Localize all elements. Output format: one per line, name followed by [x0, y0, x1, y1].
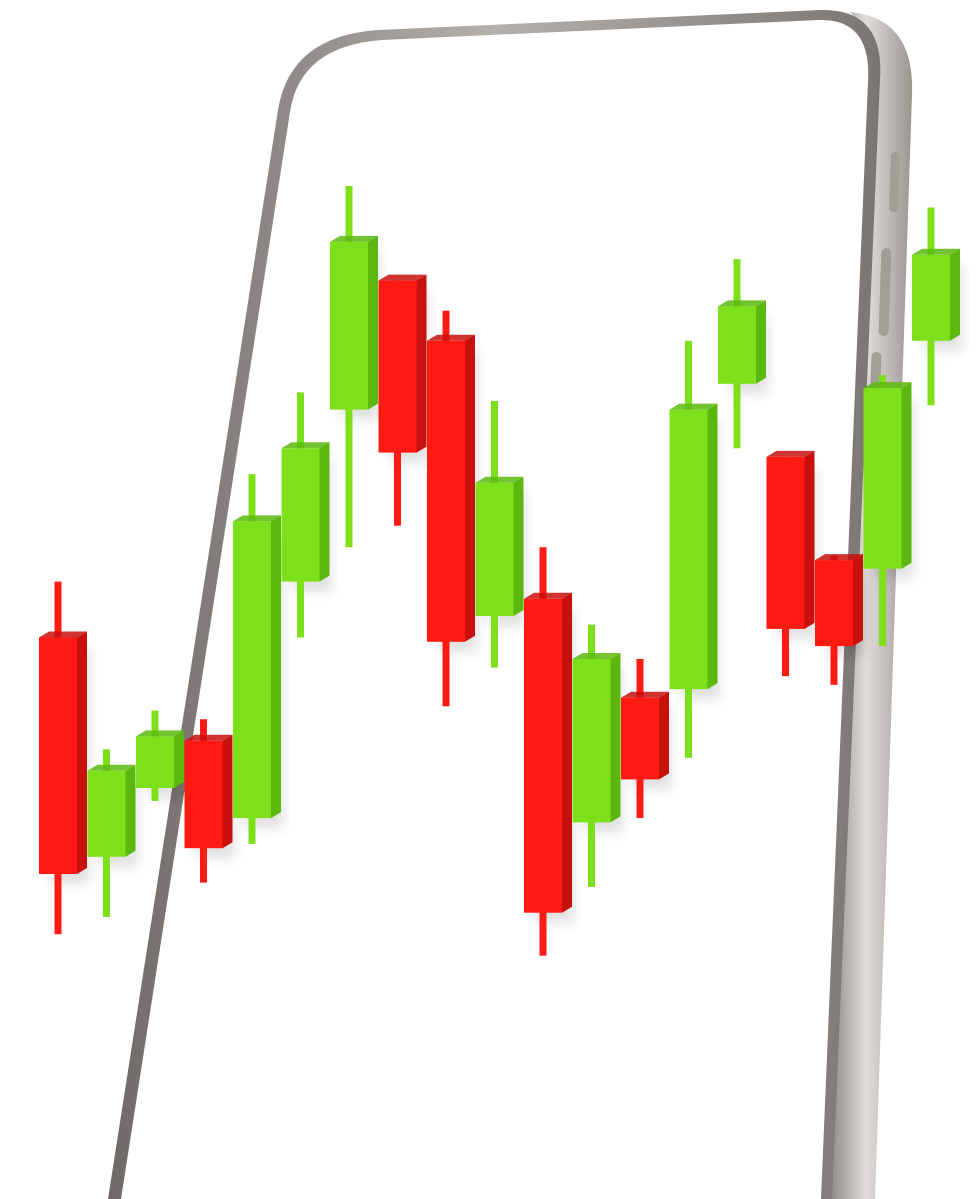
- candle-body: [136, 736, 174, 788]
- candle-8: [378, 274, 429, 526]
- candle-body-side: [125, 764, 136, 857]
- candle-5: [233, 474, 283, 844]
- candle-body-side: [610, 653, 621, 823]
- candle-body-side: [562, 592, 572, 913]
- candle-body-top: [39, 631, 87, 638]
- candle-body-top: [136, 730, 184, 737]
- candle-body: [281, 448, 320, 582]
- candle-body-side: [950, 248, 960, 341]
- candle-body-top: [766, 450, 815, 457]
- candle-15: [718, 259, 768, 449]
- candle-body-side: [174, 730, 184, 788]
- candle-body-top: [233, 515, 281, 522]
- candle-body-top: [378, 274, 427, 281]
- candlestick-series: [39, 186, 962, 956]
- candle-body: [87, 770, 126, 857]
- candle-14: [669, 340, 720, 758]
- candle-body-top: [912, 248, 960, 255]
- candle-body-side: [901, 382, 912, 569]
- candle-body-side: [416, 274, 427, 453]
- phone-side-edge: [828, 12, 913, 1199]
- candle-body-top: [184, 734, 233, 741]
- candle-7: [330, 186, 380, 548]
- candle-body-side: [513, 476, 524, 616]
- candle-body: [524, 598, 562, 913]
- candle-body-side: [319, 442, 330, 582]
- candle-body-top: [87, 764, 136, 771]
- candle-19: [912, 207, 962, 406]
- candle-4: [184, 719, 235, 883]
- candle-body-top: [863, 382, 912, 389]
- side-button-middle: [878, 248, 892, 336]
- candle-body: [669, 409, 708, 690]
- candle-body-side: [222, 734, 233, 849]
- candle-2: [87, 749, 138, 917]
- candle-body-top: [524, 592, 572, 599]
- candle-body-side: [465, 334, 475, 642]
- candle-body: [427, 340, 465, 642]
- candle-body: [572, 659, 611, 823]
- candle-body-side: [853, 554, 863, 647]
- candle-body-side: [271, 515, 281, 819]
- candle-body-top: [669, 403, 718, 410]
- candle-body-top: [281, 442, 330, 449]
- candle-11: [524, 547, 574, 956]
- candle-9: [427, 310, 477, 707]
- candle-body-top: [815, 554, 863, 561]
- candle-body: [766, 456, 805, 629]
- candle-18: [863, 375, 914, 647]
- candle-body: [621, 697, 659, 780]
- candle-body-side: [368, 235, 378, 410]
- candle-body: [233, 521, 271, 819]
- candle-body-top: [621, 691, 669, 698]
- candle-body-top: [718, 300, 766, 307]
- candle-body-top: [427, 334, 475, 341]
- candle-3: [136, 710, 186, 801]
- candle-12: [572, 624, 623, 887]
- candle-body: [39, 637, 77, 874]
- candle-body: [863, 388, 902, 569]
- candle-body-top: [475, 476, 524, 483]
- candle-body: [330, 241, 368, 410]
- candle-body-side: [804, 450, 815, 629]
- candle-body-side: [77, 631, 87, 874]
- candle-13: [621, 659, 671, 819]
- candle-body-top: [330, 235, 378, 242]
- side-button-top: [889, 152, 900, 213]
- candle-body: [718, 306, 756, 384]
- candle-1: [39, 581, 89, 935]
- candle-body-top: [572, 653, 621, 659]
- candle-body-side: [756, 300, 766, 384]
- candle-body: [815, 560, 853, 647]
- candle-body-side: [707, 403, 718, 690]
- candle-17: [815, 554, 865, 685]
- candle-body: [912, 254, 950, 341]
- candle-body: [184, 740, 223, 849]
- candle-16: [766, 450, 817, 677]
- candle-body: [378, 280, 417, 453]
- candle-10: [475, 401, 526, 668]
- candle-body-side: [659, 691, 669, 780]
- candle-6: [281, 392, 332, 638]
- candle-body: [475, 482, 514, 616]
